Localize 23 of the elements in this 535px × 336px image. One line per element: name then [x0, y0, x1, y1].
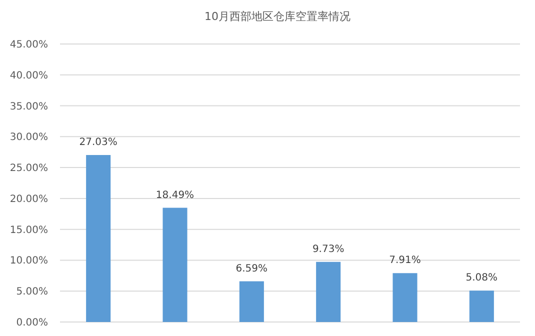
- y-tick-label: 0.00%: [16, 318, 48, 328]
- data-label: 7.91%: [389, 255, 421, 266]
- y-tick-label: 15.00%: [10, 224, 48, 236]
- y-tick-label: 5.00%: [16, 286, 48, 298]
- data-label: 18.49%: [156, 190, 194, 201]
- bar: [316, 262, 341, 322]
- data-label: 6.59%: [236, 263, 268, 274]
- bar: [86, 155, 111, 322]
- bar: [162, 208, 188, 322]
- data-label: 9.73%: [312, 244, 344, 255]
- bar: [239, 281, 264, 322]
- bar: [469, 290, 494, 322]
- y-tick-label: 45.00%: [10, 40, 48, 50]
- y-tick-label: 20.00%: [10, 194, 48, 205]
- data-label: 5.08%: [466, 272, 498, 284]
- y-tick-label: 35.00%: [10, 101, 48, 112]
- y-tick-label: 40.00%: [10, 70, 48, 82]
- bar: [392, 273, 418, 322]
- y-tick-label: 30.00%: [10, 132, 48, 144]
- y-tick-label: 25.00%: [10, 163, 48, 174]
- y-tick-label: 10.00%: [10, 256, 48, 267]
- chart-title: 10月西部地区仓库空置率情况: [204, 10, 350, 23]
- data-label: 27.03%: [79, 137, 118, 148]
